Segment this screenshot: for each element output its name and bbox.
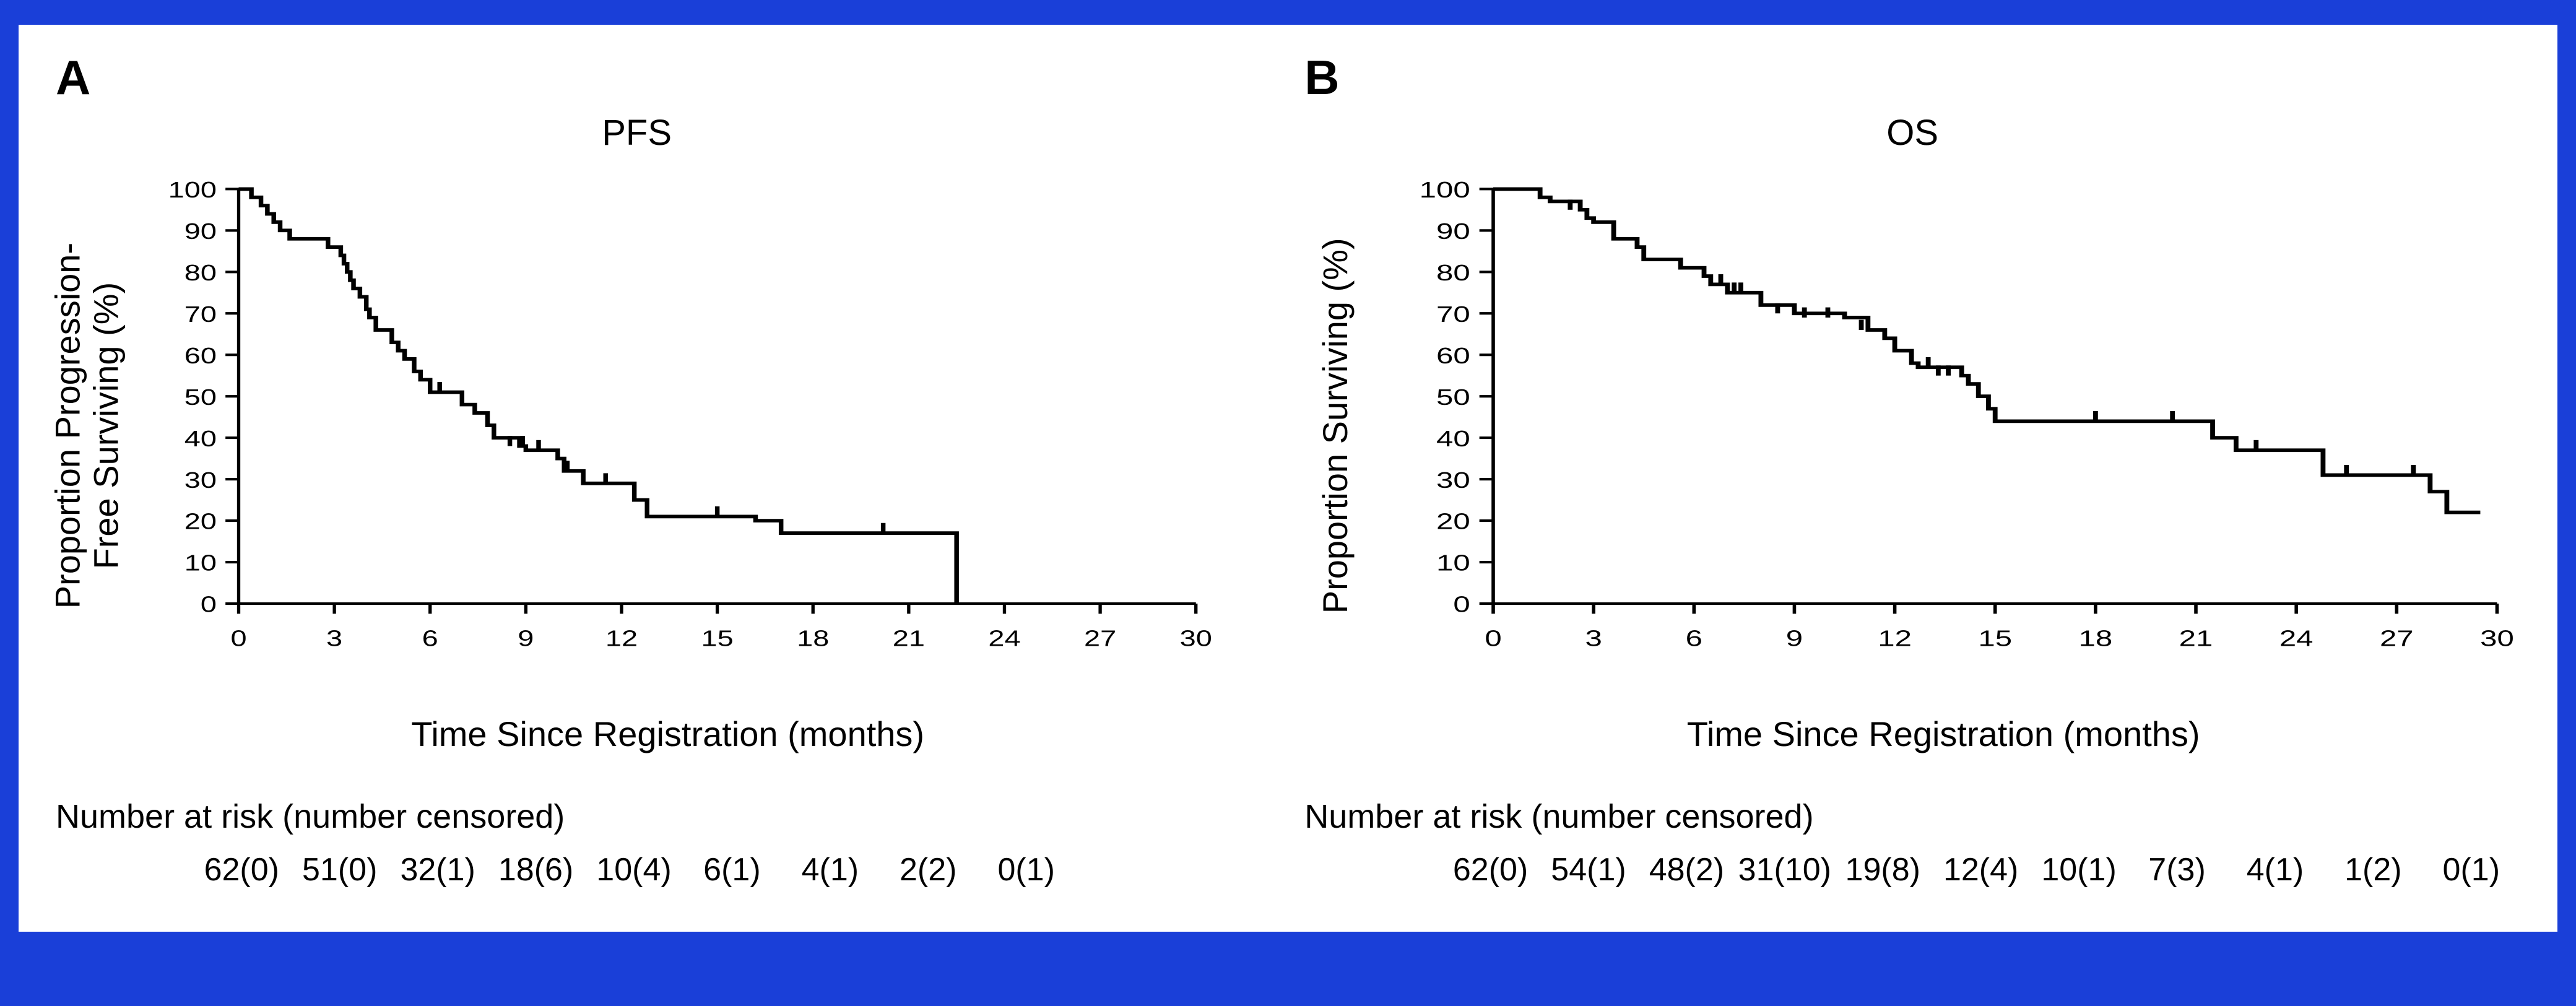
panel-b-ylabel: Proportion Surviving (%) [1316, 172, 1355, 680]
panel-b: B OS Proportion Surviving (%) 0102030405… [1304, 50, 2520, 888]
svg-text:40: 40 [184, 426, 217, 451]
risk-value: 10(4) [585, 851, 683, 888]
risk-value: 0(1) [2422, 851, 2520, 888]
svg-text:12: 12 [1878, 627, 1912, 651]
svg-text:70: 70 [184, 301, 217, 327]
svg-text:27: 27 [2380, 627, 2414, 651]
svg-text:40: 40 [1436, 427, 1470, 451]
risk-value: 62(0) [1441, 851, 1539, 888]
risk-value: 1(2) [2324, 851, 2422, 888]
svg-text:30: 30 [1436, 468, 1470, 493]
svg-text:0: 0 [230, 626, 246, 651]
svg-text:27: 27 [1084, 626, 1116, 651]
svg-text:50: 50 [184, 384, 217, 410]
svg-text:20: 20 [184, 509, 217, 534]
panel-b-xlabel: Time Since Registration (months) [1304, 714, 2520, 754]
risk-value: 18(6) [487, 851, 584, 888]
panel-a-xlabel: Time Since Registration (months) [56, 714, 1218, 754]
svg-text:30: 30 [2480, 627, 2514, 651]
svg-text:60: 60 [184, 343, 217, 368]
panel-b-letter: B [1304, 50, 2520, 106]
svg-text:50: 50 [1436, 385, 1470, 410]
risk-value: 62(0) [193, 851, 290, 888]
svg-text:80: 80 [184, 260, 217, 285]
svg-text:10: 10 [1436, 551, 1470, 576]
panel-b-risk-title: Number at risk (number censored) [1304, 797, 2520, 836]
panel-a-risk-title: Number at risk (number censored) [56, 797, 1218, 836]
svg-text:60: 60 [1436, 344, 1470, 368]
risk-value: 32(1) [389, 851, 487, 888]
svg-text:21: 21 [893, 626, 925, 651]
svg-text:9: 9 [518, 626, 534, 651]
svg-text:0: 0 [1485, 627, 1502, 651]
panel-b-risk-row: 62(0)54(1)48(2)31(10)19(8)12(4)10(1)7(3)… [1304, 851, 2520, 888]
risk-value: 48(2) [1637, 851, 1735, 888]
svg-text:15: 15 [1979, 627, 2013, 651]
svg-text:15: 15 [701, 626, 734, 651]
risk-value: 19(8) [1834, 851, 1932, 888]
svg-text:100: 100 [168, 177, 217, 202]
risk-value: 12(4) [1932, 851, 2029, 888]
risk-value: 31(10) [1736, 851, 1834, 888]
panel-a-chart: 0 10 20 30 40 50 60 70 80 90 100 0 3 6 9 12 15 18 21 24 27 30 [118, 172, 1218, 680]
panel-b-chart: 0 10 20 30 40 50 60 70 80 90 100 0 3 6 9 12 15 18 21 24 27 30 [1366, 172, 2520, 680]
svg-text:10: 10 [184, 550, 217, 576]
risk-value: 0(1) [977, 851, 1075, 888]
svg-text:0: 0 [201, 592, 217, 617]
svg-text:21: 21 [2179, 627, 2213, 651]
risk-value: 54(1) [1540, 851, 1637, 888]
svg-text:18: 18 [2079, 627, 2113, 651]
svg-text:80: 80 [1436, 261, 1470, 285]
risk-value: 6(1) [683, 851, 781, 888]
svg-text:6: 6 [422, 626, 438, 651]
panel-a: A PFS Proportion Progression-Free Surviv… [56, 50, 1218, 888]
panel-a-title: PFS [56, 112, 1218, 154]
panel-a-ylabel: Proportion Progression-Free Surviving (%… [48, 172, 124, 680]
svg-text:24: 24 [988, 626, 1020, 651]
svg-text:9: 9 [1786, 627, 1803, 651]
risk-value: 2(2) [879, 851, 977, 888]
risk-value: 4(1) [2226, 851, 2324, 888]
panel-a-risk-row: 62(0)51(0)32(1)18(6)10(4)6(1)4(1)2(2)0(1… [56, 851, 1218, 888]
svg-text:24: 24 [2279, 627, 2314, 651]
risk-value: 7(3) [2128, 851, 2226, 888]
svg-text:6: 6 [1686, 627, 1702, 651]
panel-b-title: OS [1304, 112, 2520, 154]
svg-text:0: 0 [1454, 592, 1470, 617]
svg-text:100: 100 [1420, 178, 1470, 202]
svg-text:30: 30 [1180, 626, 1212, 651]
risk-value: 4(1) [781, 851, 879, 888]
svg-text:20: 20 [1436, 510, 1470, 534]
svg-text:3: 3 [326, 626, 342, 651]
svg-text:30: 30 [184, 467, 217, 493]
svg-text:18: 18 [797, 626, 829, 651]
risk-value: 10(1) [2030, 851, 2128, 888]
panel-a-letter: A [56, 50, 1218, 106]
svg-text:90: 90 [1436, 219, 1470, 244]
svg-text:12: 12 [605, 626, 638, 651]
svg-text:70: 70 [1436, 302, 1470, 327]
risk-value: 51(0) [291, 851, 389, 888]
svg-text:90: 90 [184, 219, 217, 244]
svg-text:3: 3 [1585, 627, 1602, 651]
